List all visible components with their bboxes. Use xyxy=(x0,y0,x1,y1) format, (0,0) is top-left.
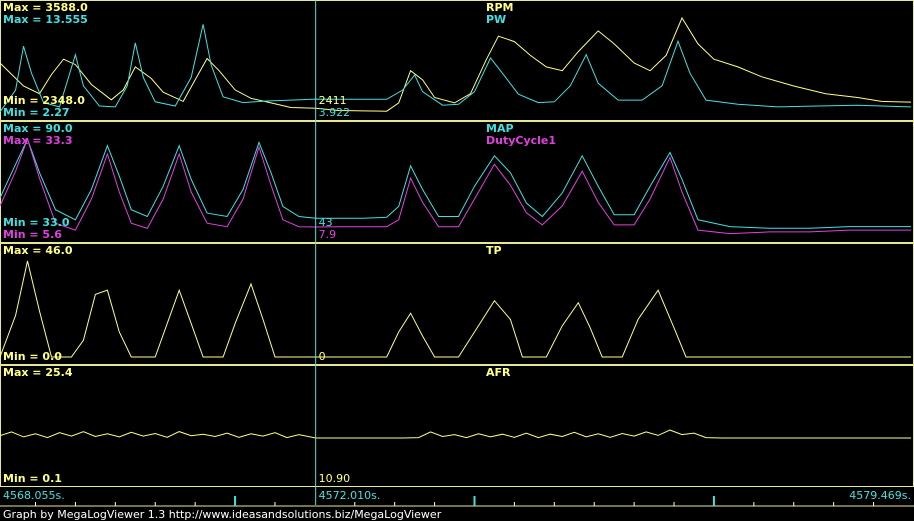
min-label-rpm: Min = 2348.0 xyxy=(3,94,85,107)
panel-1 xyxy=(0,121,914,243)
series-name-dutycycle1: DutyCycle1 xyxy=(486,134,556,147)
series-name-map: MAP xyxy=(486,122,514,135)
series-name-pw: PW xyxy=(486,13,506,26)
max-label-dutycycle1: Max = 33.3 xyxy=(3,134,72,147)
cursor-value-tp: 0 xyxy=(319,350,326,363)
time-end-label: 4579.469s. xyxy=(849,489,911,502)
min-label-pw: Min = 2.27 xyxy=(3,106,70,119)
max-label-pw: Max = 13.555 xyxy=(3,13,88,26)
series-line-map xyxy=(0,137,911,229)
cursor-value-rpm: 2411 xyxy=(319,94,347,107)
min-label-dutycycle1: Min = 5.6 xyxy=(3,228,62,241)
cursor-value-dutycycle1: 7.9 xyxy=(319,228,337,241)
series-line-dutycycle1 xyxy=(0,137,911,235)
min-label-map: Min = 33.0 xyxy=(3,216,70,229)
max-label-tp: Max = 46.0 xyxy=(3,244,73,257)
series-line-afr xyxy=(0,429,911,439)
min-label-tp: Min = 0.0 xyxy=(3,350,62,363)
series-line-rpm xyxy=(0,16,912,112)
cursor-value-pw: 3.922 xyxy=(319,106,351,119)
series-line-tp xyxy=(0,260,911,358)
max-label-afr: Max = 25.4 xyxy=(3,366,73,379)
series-name-rpm: RPM xyxy=(486,1,513,14)
series-name-afr: AFR xyxy=(486,366,511,379)
series-name-tp: TP xyxy=(486,244,502,257)
time-bar xyxy=(0,496,914,507)
series-line-pw xyxy=(0,24,912,113)
footer-credit: Graph by MegaLogViewer 1.3 http://www.id… xyxy=(3,508,442,521)
cursor-value-afr: 10.90 xyxy=(319,472,351,485)
time-start-label: 4568.055s. xyxy=(3,489,65,502)
time-cursor-label: 4572.010s. xyxy=(319,489,381,502)
max-label-rpm: Max = 3588.0 xyxy=(3,1,88,14)
cursor-value-map: 43 xyxy=(319,216,333,229)
max-label-map: Max = 90.0 xyxy=(3,122,73,135)
min-label-afr: Min = 0.1 xyxy=(3,472,62,485)
